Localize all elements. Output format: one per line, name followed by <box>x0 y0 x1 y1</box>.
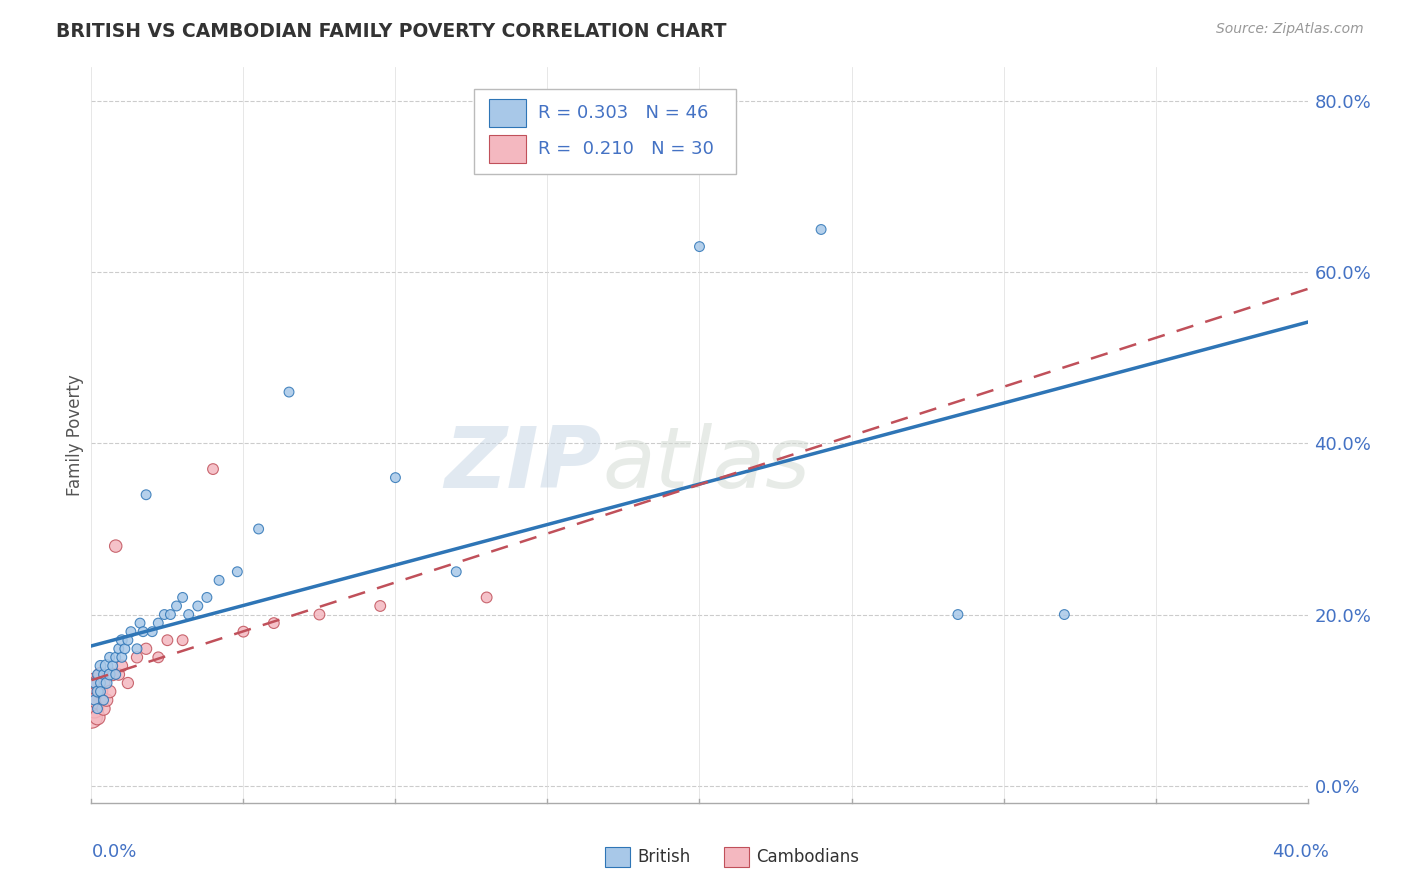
Point <box>93 693 115 707</box>
Y-axis label: Family Poverty: Family Poverty <box>66 374 84 496</box>
Bar <box>489 98 526 127</box>
Point <box>148 616 170 631</box>
Point <box>688 239 710 253</box>
Point <box>86 701 108 715</box>
Point <box>141 624 163 639</box>
Point <box>89 684 111 698</box>
Point <box>98 650 121 665</box>
Point <box>177 607 200 622</box>
Text: BRITISH VS CAMBODIAN FAMILY POVERTY CORRELATION CHART: BRITISH VS CAMBODIAN FAMILY POVERTY CORR… <box>56 22 727 41</box>
Point <box>89 667 111 681</box>
Bar <box>489 135 526 162</box>
Point <box>86 710 108 724</box>
Text: atlas: atlas <box>602 423 810 506</box>
Point <box>125 641 148 656</box>
Point <box>132 624 155 639</box>
Point <box>166 599 188 613</box>
Text: Cambodians: Cambodians <box>756 848 859 866</box>
Point <box>83 676 105 690</box>
Point <box>810 222 832 236</box>
Point <box>148 650 170 665</box>
Point <box>96 659 118 673</box>
Point <box>195 591 218 605</box>
Point <box>308 607 330 622</box>
Point <box>93 676 115 690</box>
Text: R = 0.303   N = 46: R = 0.303 N = 46 <box>537 103 709 121</box>
Point <box>159 607 181 622</box>
Point <box>104 539 127 553</box>
Point <box>93 667 115 681</box>
Text: 0.0%: 0.0% <box>91 843 136 861</box>
Point <box>226 565 249 579</box>
Text: R =  0.210   N = 30: R = 0.210 N = 30 <box>537 139 714 158</box>
Point <box>384 470 406 484</box>
Point <box>86 676 108 690</box>
Point <box>89 684 111 698</box>
Point <box>135 488 157 502</box>
Point <box>96 676 118 690</box>
Point <box>247 522 270 536</box>
Point <box>202 462 225 476</box>
Point <box>153 607 176 622</box>
Point <box>83 684 105 698</box>
Point <box>111 633 134 648</box>
Point <box>86 667 108 681</box>
Point <box>475 591 498 605</box>
Point <box>129 616 152 631</box>
Point <box>946 607 969 622</box>
Point <box>156 633 179 648</box>
Point <box>104 650 127 665</box>
Point <box>107 641 129 656</box>
Point <box>278 385 301 400</box>
Point <box>89 676 111 690</box>
Point <box>98 667 121 681</box>
Point <box>172 633 194 648</box>
Point <box>80 710 103 724</box>
Point <box>120 624 142 639</box>
Point <box>263 616 285 631</box>
Point <box>104 667 127 681</box>
Point <box>187 599 209 613</box>
Text: 40.0%: 40.0% <box>1272 843 1329 861</box>
Text: British: British <box>637 848 690 866</box>
Point <box>86 693 108 707</box>
Text: Source: ZipAtlas.com: Source: ZipAtlas.com <box>1216 22 1364 37</box>
FancyBboxPatch shape <box>474 89 735 174</box>
Point <box>83 701 105 715</box>
Point <box>98 684 121 698</box>
Point <box>125 650 148 665</box>
Point <box>232 624 254 639</box>
Point <box>135 641 157 656</box>
Point <box>114 641 136 656</box>
Point <box>208 574 231 588</box>
Point <box>444 565 467 579</box>
Point <box>172 591 194 605</box>
Point <box>117 633 139 648</box>
Point <box>1053 607 1076 622</box>
Point <box>107 667 129 681</box>
Point <box>80 693 103 707</box>
Point <box>89 659 111 673</box>
Point <box>83 693 105 707</box>
Point <box>93 701 115 715</box>
Point <box>96 693 118 707</box>
Point <box>101 667 124 681</box>
Point <box>368 599 391 613</box>
Point <box>111 659 134 673</box>
Point <box>117 676 139 690</box>
Point <box>111 650 134 665</box>
Point <box>83 676 105 690</box>
Point <box>86 684 108 698</box>
Text: ZIP: ZIP <box>444 423 602 506</box>
Point <box>101 659 124 673</box>
